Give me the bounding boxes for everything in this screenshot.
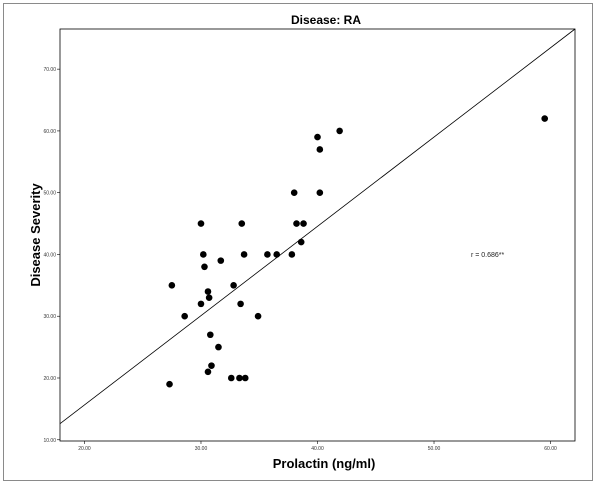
data-point (290, 189, 298, 196)
y-axis-title: Disease Severity (28, 183, 43, 287)
data-point (237, 300, 244, 308)
data-point (541, 115, 549, 122)
x-tick-label: 40.00 (311, 446, 324, 452)
data-point (264, 251, 271, 258)
fit-line-layer (59, 28, 576, 425)
chart-title: Disease: RA (291, 13, 361, 27)
data-point (288, 251, 296, 258)
data-point (217, 257, 225, 264)
y-tick-label: 70.00 (43, 67, 56, 73)
data-point (336, 127, 343, 135)
fit-line (59, 28, 576, 425)
data-points (166, 115, 549, 388)
data-point (181, 312, 188, 320)
y-tick-label: 30.00 (43, 314, 56, 320)
y-tick-label: 50.00 (43, 191, 56, 197)
y-tick-label: 10.00 (43, 438, 56, 444)
data-point (204, 368, 212, 376)
x-tick-label: 60.00 (544, 446, 557, 452)
x-tick-label: 50.00 (428, 446, 441, 452)
data-point (200, 251, 207, 258)
y-tick-label: 40.00 (43, 252, 56, 258)
data-point (316, 189, 324, 196)
data-point (197, 220, 205, 227)
data-point (205, 294, 213, 301)
x-tick-label: 20.00 (78, 446, 91, 452)
data-point (204, 288, 212, 295)
plot-area (59, 28, 576, 442)
x-axis-title: Prolactin (ng/ml) (273, 456, 376, 471)
data-point (241, 374, 249, 382)
data-point (166, 380, 173, 388)
axis-ticks: 20.00 30.00 40.00 50.00 60.00 10.00 20.00 30.00… (43, 67, 557, 452)
correlation-annotation: r = 0.686** (471, 252, 505, 259)
x-tick-label: 30.00 (195, 446, 208, 452)
data-point (215, 343, 222, 351)
data-point (314, 133, 321, 141)
y-tick-label: 20.00 (43, 376, 56, 382)
data-point (238, 220, 246, 227)
data-point (297, 238, 305, 246)
data-point (300, 220, 307, 227)
data-point (230, 282, 237, 289)
data-point (254, 312, 262, 320)
data-point (273, 251, 281, 258)
data-point (207, 331, 214, 339)
data-point (201, 263, 208, 271)
data-point (316, 146, 324, 153)
data-point (240, 251, 248, 258)
data-point (168, 282, 176, 289)
data-point (236, 374, 243, 382)
y-tick-label: 60.00 (43, 129, 56, 135)
data-point (208, 362, 215, 369)
data-point (227, 374, 235, 382)
data-point (197, 300, 205, 308)
annotations: r = 0.686** (471, 252, 505, 259)
data-point (293, 220, 300, 227)
